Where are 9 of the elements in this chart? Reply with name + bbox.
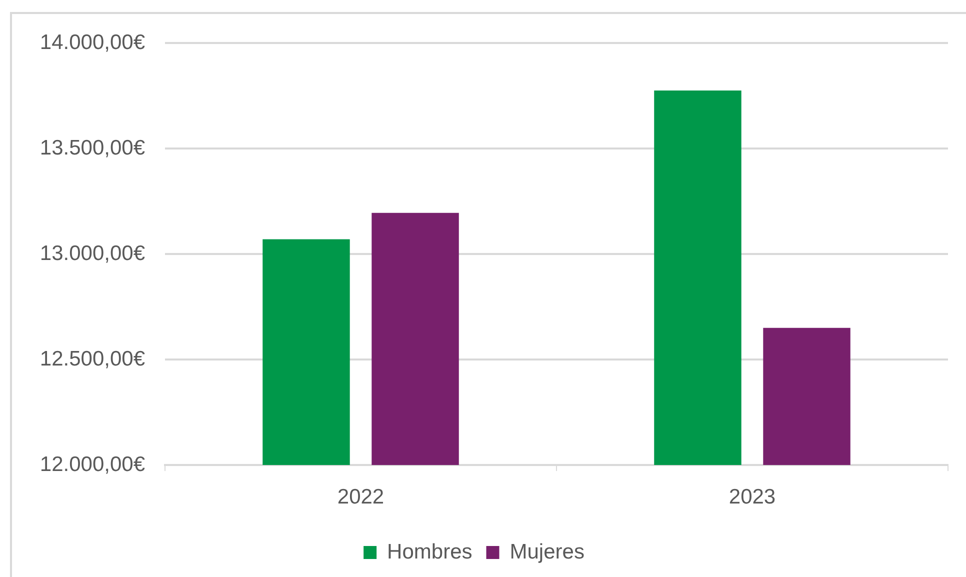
y-tick-label: 13.000,00€ (40, 242, 146, 265)
y-tick-label: 13.500,00€ (40, 136, 146, 160)
legend-label: Mujeres (510, 540, 584, 564)
y-tick-label: 14.000,00€ (40, 30, 146, 54)
y-tick-label: 12.500,00€ (40, 347, 146, 370)
legend-label: Hombres (387, 540, 472, 564)
x-tick-label: 2023 (728, 485, 776, 508)
y-tick-label: 12.000,00€ (40, 452, 146, 476)
x-tick-label: 2022 (337, 485, 384, 508)
